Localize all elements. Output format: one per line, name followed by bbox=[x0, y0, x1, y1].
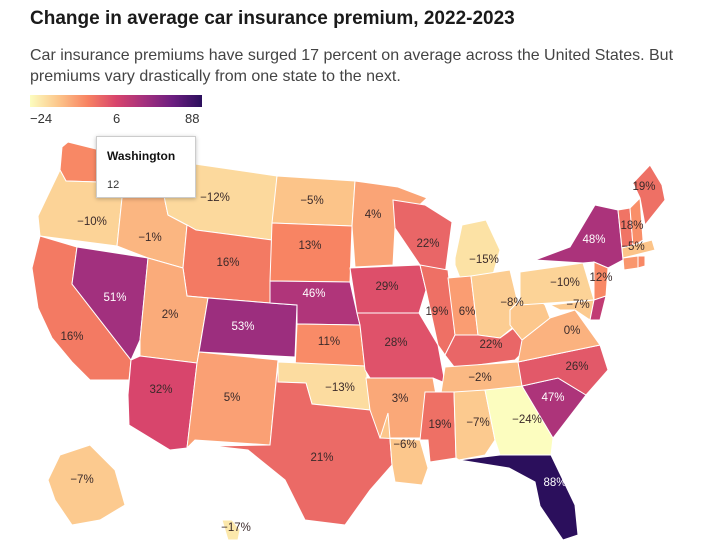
state-sd[interactable] bbox=[269, 222, 353, 283]
state-label-nj: 12% bbox=[589, 272, 612, 284]
state-label-ky: 22% bbox=[479, 339, 502, 351]
state-label-mt: −12% bbox=[200, 192, 230, 204]
state-label-wi: 22% bbox=[416, 238, 439, 250]
state-label-pa: −10% bbox=[550, 277, 580, 289]
state-ma[interactable] bbox=[621, 239, 656, 259]
tooltip-state-value: 12 bbox=[107, 179, 120, 191]
state-label-in: 6% bbox=[459, 306, 476, 318]
state-label-nm: 5% bbox=[224, 392, 241, 404]
state-label-hi: −17% bbox=[221, 522, 251, 534]
state-az[interactable] bbox=[127, 355, 198, 451]
state-label-or: −10% bbox=[77, 216, 107, 228]
state-label-ia: 29% bbox=[375, 281, 398, 293]
state-label-co: 53% bbox=[231, 321, 254, 333]
state-md[interactable] bbox=[548, 299, 595, 321]
state-label-ar: 3% bbox=[392, 393, 409, 405]
state-ri[interactable] bbox=[637, 255, 646, 269]
state-label-ma: −5% bbox=[621, 241, 644, 253]
tooltip-state-name: Washington bbox=[107, 149, 176, 163]
state-label-ny: 48% bbox=[582, 234, 605, 246]
state-fl[interactable] bbox=[458, 454, 579, 541]
state-ny[interactable] bbox=[534, 204, 624, 269]
state-label-tx: 21% bbox=[310, 452, 333, 464]
legend-color-ramp bbox=[30, 95, 202, 107]
state-label-vt: 18% bbox=[620, 220, 643, 232]
state-label-nv: 51% bbox=[103, 292, 126, 304]
state-label-al: −7% bbox=[466, 417, 489, 429]
state-ct[interactable] bbox=[622, 255, 639, 271]
state-label-ne: 46% bbox=[302, 288, 325, 300]
state-label-mo: 28% bbox=[384, 337, 407, 349]
state-label-az: 32% bbox=[149, 384, 172, 396]
chart-subtitle: Car insurance premiums have surged 17 pe… bbox=[30, 47, 674, 85]
state-mi[interactable] bbox=[454, 219, 501, 279]
state-label-il: 19% bbox=[425, 306, 448, 318]
state-ak[interactable] bbox=[47, 444, 126, 526]
state-label-ca: 16% bbox=[60, 331, 83, 343]
state-label-mi: −15% bbox=[469, 254, 499, 266]
state-label-la: −6% bbox=[393, 439, 416, 451]
legend-max-label: 88 bbox=[185, 111, 200, 126]
state-label-va: 0% bbox=[564, 325, 581, 337]
state-tx[interactable] bbox=[211, 361, 393, 526]
state-label-ak: −7% bbox=[70, 474, 93, 486]
state-oh[interactable] bbox=[470, 269, 523, 339]
legend-ticks: −24 6 88 bbox=[30, 107, 202, 127]
legend-min-label: −24 bbox=[30, 111, 53, 126]
color-legend: −24 6 88 bbox=[30, 95, 202, 127]
legend-mid-label: 6 bbox=[113, 111, 121, 126]
state-label-ms: 19% bbox=[428, 419, 451, 431]
state-label-me: 19% bbox=[632, 181, 655, 193]
state-label-ut: 2% bbox=[162, 309, 179, 321]
state-label-nc: 26% bbox=[565, 361, 588, 373]
state-label-ks: 11% bbox=[318, 336, 340, 348]
state-label-id: −1% bbox=[138, 232, 161, 244]
state-label-sc: 47% bbox=[541, 392, 564, 404]
state-wa[interactable] bbox=[59, 141, 101, 183]
state-label-oh: −8% bbox=[500, 297, 523, 309]
state-me[interactable] bbox=[632, 164, 666, 227]
state-tooltip: Washington 12 bbox=[96, 136, 196, 198]
state-label-ga: −24% bbox=[512, 414, 542, 426]
state-label-mn: 4% bbox=[365, 209, 382, 221]
state-label-wy: 16% bbox=[216, 257, 239, 269]
state-nm[interactable] bbox=[186, 351, 279, 450]
state-label-fl: 88% bbox=[543, 477, 566, 489]
state-label-sd: 13% bbox=[298, 240, 321, 252]
state-de[interactable] bbox=[589, 295, 607, 321]
chart-title: Change in average car insurance premium,… bbox=[30, 8, 515, 29]
state-nh[interactable] bbox=[629, 196, 644, 247]
state-label-tn: −2% bbox=[468, 372, 491, 384]
state-label-md: −7% bbox=[566, 299, 589, 311]
state-label-ok: −13% bbox=[325, 382, 355, 394]
state-la[interactable] bbox=[379, 412, 429, 486]
state-co[interactable] bbox=[198, 297, 298, 358]
state-nv[interactable] bbox=[71, 246, 149, 361]
state-hi[interactable] bbox=[221, 519, 241, 541]
state-label-nd: −5% bbox=[300, 195, 323, 207]
state-ia[interactable] bbox=[349, 264, 427, 314]
